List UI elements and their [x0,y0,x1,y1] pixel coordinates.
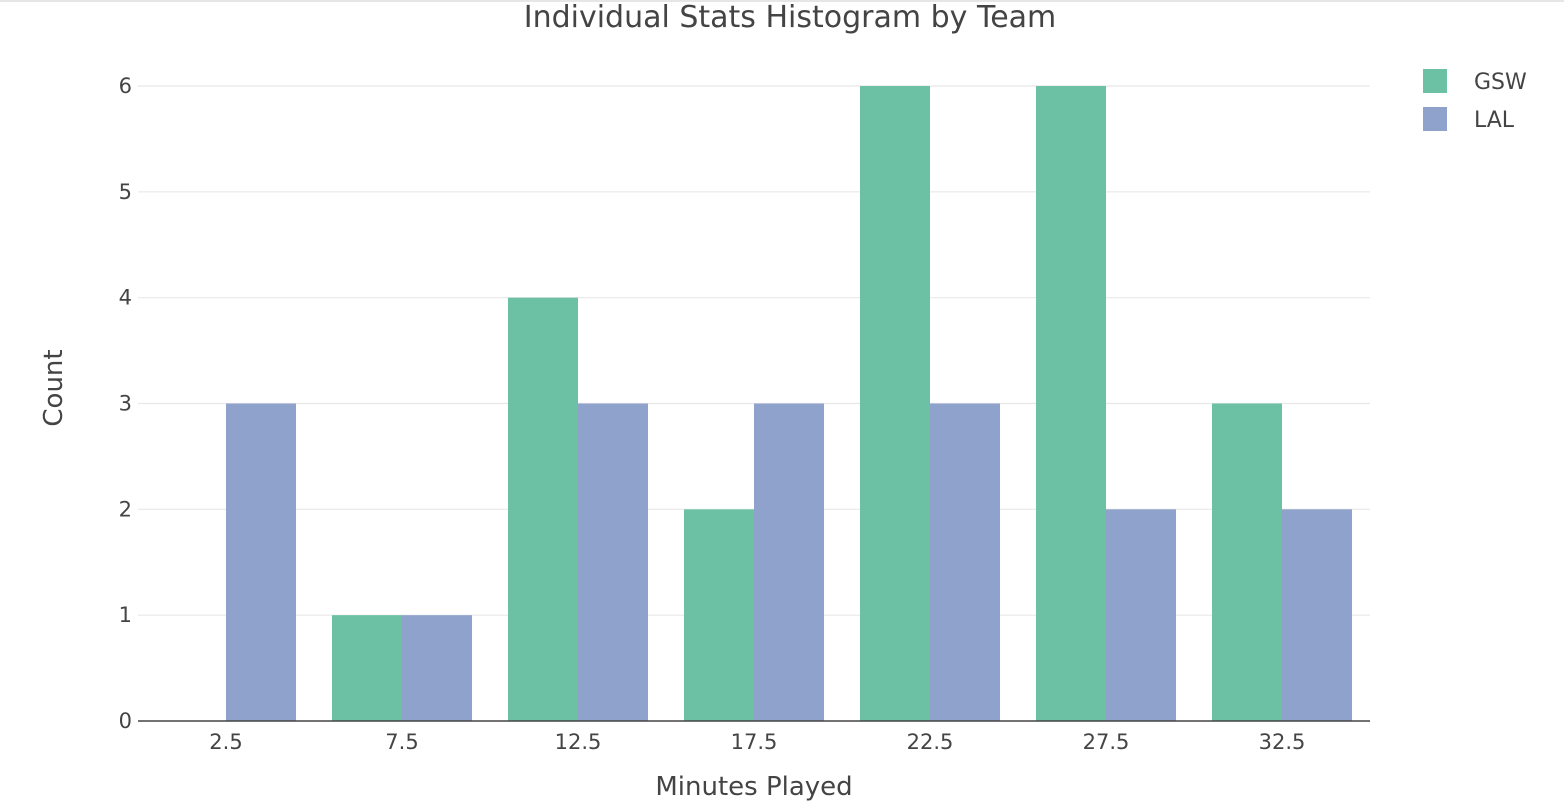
bar-gsw-27.5[interactable] [1036,86,1106,721]
bar-lal-32.5[interactable] [1282,509,1352,721]
x-tick-label: 22.5 [907,730,954,754]
bar-gsw-17.5[interactable] [684,509,754,721]
x-tick-labels: 2.5 7.5 12.5 17.5 22.5 27.5 32.5 [209,730,1305,754]
y-tick-labels: 0 1 2 3 4 5 6 [119,74,132,733]
y-tick-label: 0 [119,709,132,733]
chart-title: Individual Stats Histogram by Team [524,0,1057,35]
x-axis-title: Minutes Played [655,772,852,802]
legend-item-gsw[interactable]: GSW [1423,69,1527,95]
x-tick-label: 12.5 [555,730,602,754]
y-tick-label: 2 [119,497,132,521]
x-tick-label: 32.5 [1259,730,1306,754]
y-tick-label: 3 [119,392,132,416]
legend[interactable]: GSW LAL [1423,69,1527,133]
bar-lal-7.5[interactable] [402,615,472,721]
x-tick-label: 17.5 [731,730,778,754]
bars [226,86,1352,721]
bar-lal-2.5[interactable] [226,403,296,722]
y-axis-title: Count [39,349,69,426]
legend-swatch [1423,107,1447,131]
legend-item-lal[interactable]: LAL [1423,107,1515,133]
y-tick-label: 6 [119,74,132,98]
bar-gsw-32.5[interactable] [1212,403,1282,722]
top-border [0,0,1564,2]
bar-gsw-22.5[interactable] [860,86,930,721]
legend-label: LAL [1474,108,1515,133]
legend-label: GSW [1474,70,1527,95]
x-tick-label: 27.5 [1083,730,1130,754]
bar-lal-27.5[interactable] [1106,509,1176,721]
y-tick-label: 5 [119,180,132,204]
bar-lal-17.5[interactable] [754,403,824,722]
legend-swatch [1423,69,1447,93]
bar-gsw-12.5[interactable] [508,297,578,721]
y-tick-label: 1 [119,603,132,627]
x-tick-label: 7.5 [385,730,418,754]
x-tick-label: 2.5 [209,730,242,754]
y-tick-label: 4 [119,286,132,310]
bar-lal-12.5[interactable] [578,403,648,722]
bar-lal-22.5[interactable] [930,403,1000,722]
bar-gsw-7.5[interactable] [332,615,402,721]
